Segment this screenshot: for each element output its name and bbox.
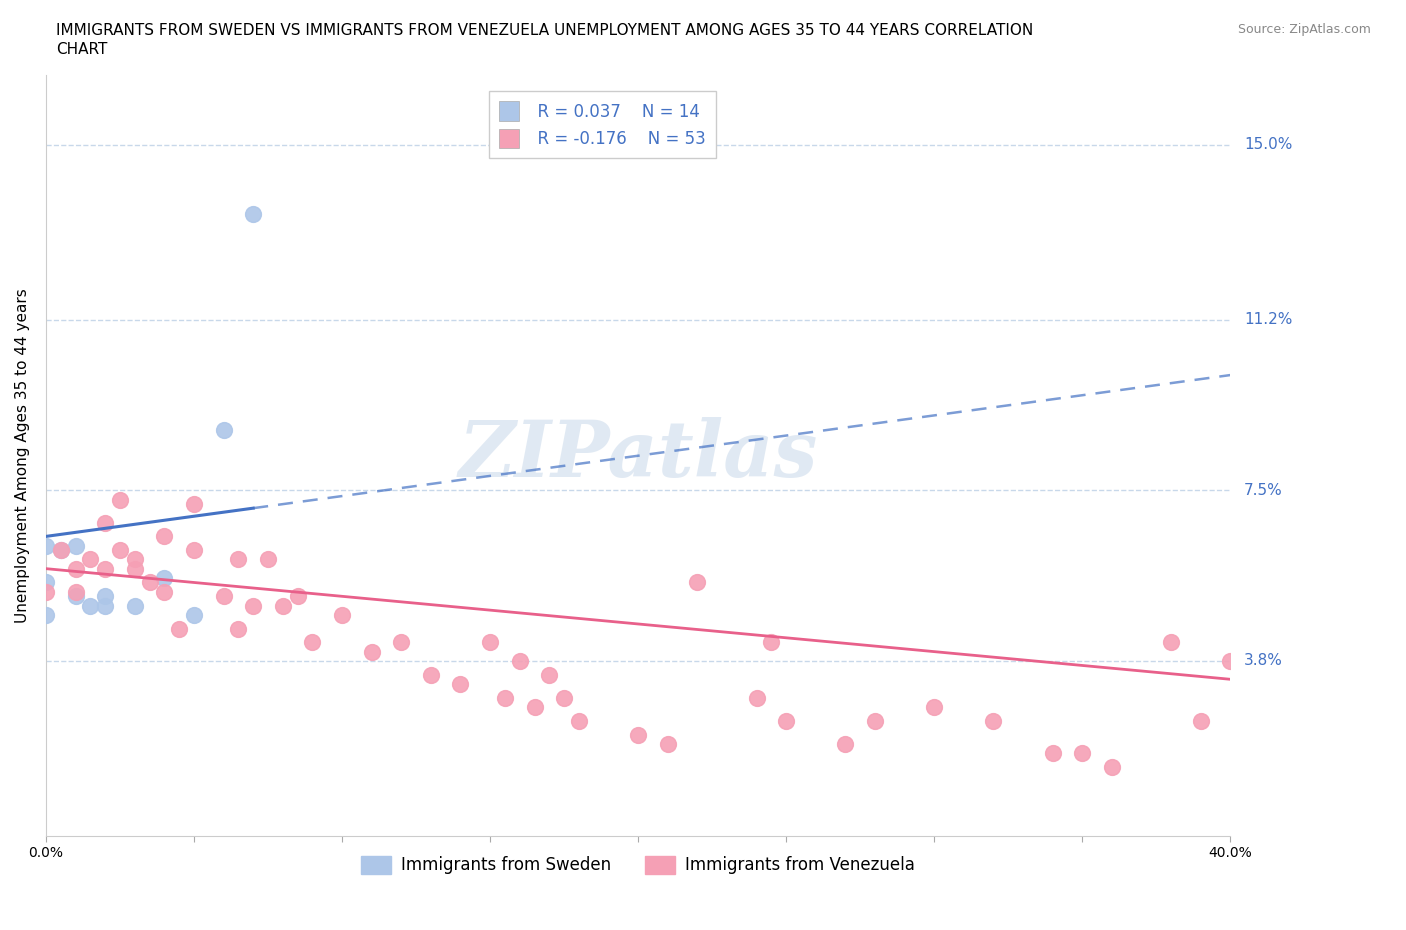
Point (183, 543, 205, 558)
Point (922, 699, 945, 714)
Point (79, 552, 101, 567)
Point (271, 598, 294, 613)
Point (1071, 746, 1094, 761)
Point (983, 713, 1005, 728)
Point (389, 635, 412, 650)
Point (1189, 713, 1212, 728)
Point (538, 667, 561, 682)
Legend: Immigrants from Sweden, Immigrants from Venezuela: Immigrants from Sweden, Immigrants from … (354, 849, 921, 881)
Point (330, 607, 353, 622)
Point (627, 727, 650, 742)
Point (35, 607, 58, 622)
Point (553, 690, 575, 705)
Text: 15.0%: 15.0% (1244, 137, 1292, 153)
Point (153, 529, 176, 544)
Point (108, 492, 131, 507)
Point (49, 543, 72, 558)
Point (360, 644, 382, 659)
Point (745, 690, 768, 705)
Point (301, 635, 323, 650)
Point (94, 598, 117, 613)
Point (153, 584, 176, 599)
Point (94, 561, 117, 576)
Point (1160, 635, 1182, 650)
Point (657, 737, 679, 751)
Point (167, 621, 190, 636)
Point (228, 621, 250, 636)
Text: Source: ZipAtlas.com: Source: ZipAtlas.com (1237, 23, 1371, 36)
Text: CHART: CHART (56, 42, 108, 57)
Point (183, 497, 205, 512)
Point (65, 584, 87, 599)
Y-axis label: Unemployment Among Ages 35 to 44 years: Unemployment Among Ages 35 to 44 years (15, 288, 30, 623)
Point (228, 552, 250, 567)
Point (65, 538, 87, 553)
Point (212, 423, 235, 438)
Point (863, 713, 886, 728)
Point (35, 575, 58, 590)
Point (138, 575, 160, 590)
Point (65, 589, 87, 604)
Point (183, 607, 205, 622)
Point (419, 667, 441, 682)
Point (94, 589, 117, 604)
Point (124, 552, 146, 567)
Text: ZIPatlas: ZIPatlas (458, 418, 818, 494)
Point (124, 598, 146, 613)
Point (242, 598, 264, 613)
Point (509, 654, 531, 669)
Text: IMMIGRANTS FROM SWEDEN VS IMMIGRANTS FROM VENEZUELA UNEMPLOYMENT AMONG AGES 35 T: IMMIGRANTS FROM SWEDEN VS IMMIGRANTS FRO… (56, 23, 1033, 38)
Point (287, 589, 309, 604)
Point (568, 713, 591, 728)
Point (79, 598, 101, 613)
Point (94, 515, 117, 530)
Point (494, 690, 516, 705)
Point (35, 584, 58, 599)
Point (1219, 654, 1241, 669)
Text: 11.2%: 11.2% (1244, 312, 1292, 327)
Point (761, 635, 783, 650)
Point (834, 737, 856, 751)
Point (450, 676, 472, 691)
Point (242, 206, 264, 221)
Point (1101, 760, 1123, 775)
Point (65, 561, 87, 576)
Point (257, 552, 280, 567)
Text: 7.5%: 7.5% (1244, 483, 1282, 498)
Point (1042, 746, 1064, 761)
Point (212, 589, 235, 604)
Point (124, 561, 146, 576)
Text: 3.8%: 3.8% (1244, 654, 1284, 669)
Point (479, 635, 502, 650)
Point (153, 570, 176, 585)
Point (686, 575, 709, 590)
Point (775, 713, 797, 728)
Point (35, 538, 58, 553)
Point (108, 543, 131, 558)
Point (49, 543, 72, 558)
Point (523, 699, 546, 714)
